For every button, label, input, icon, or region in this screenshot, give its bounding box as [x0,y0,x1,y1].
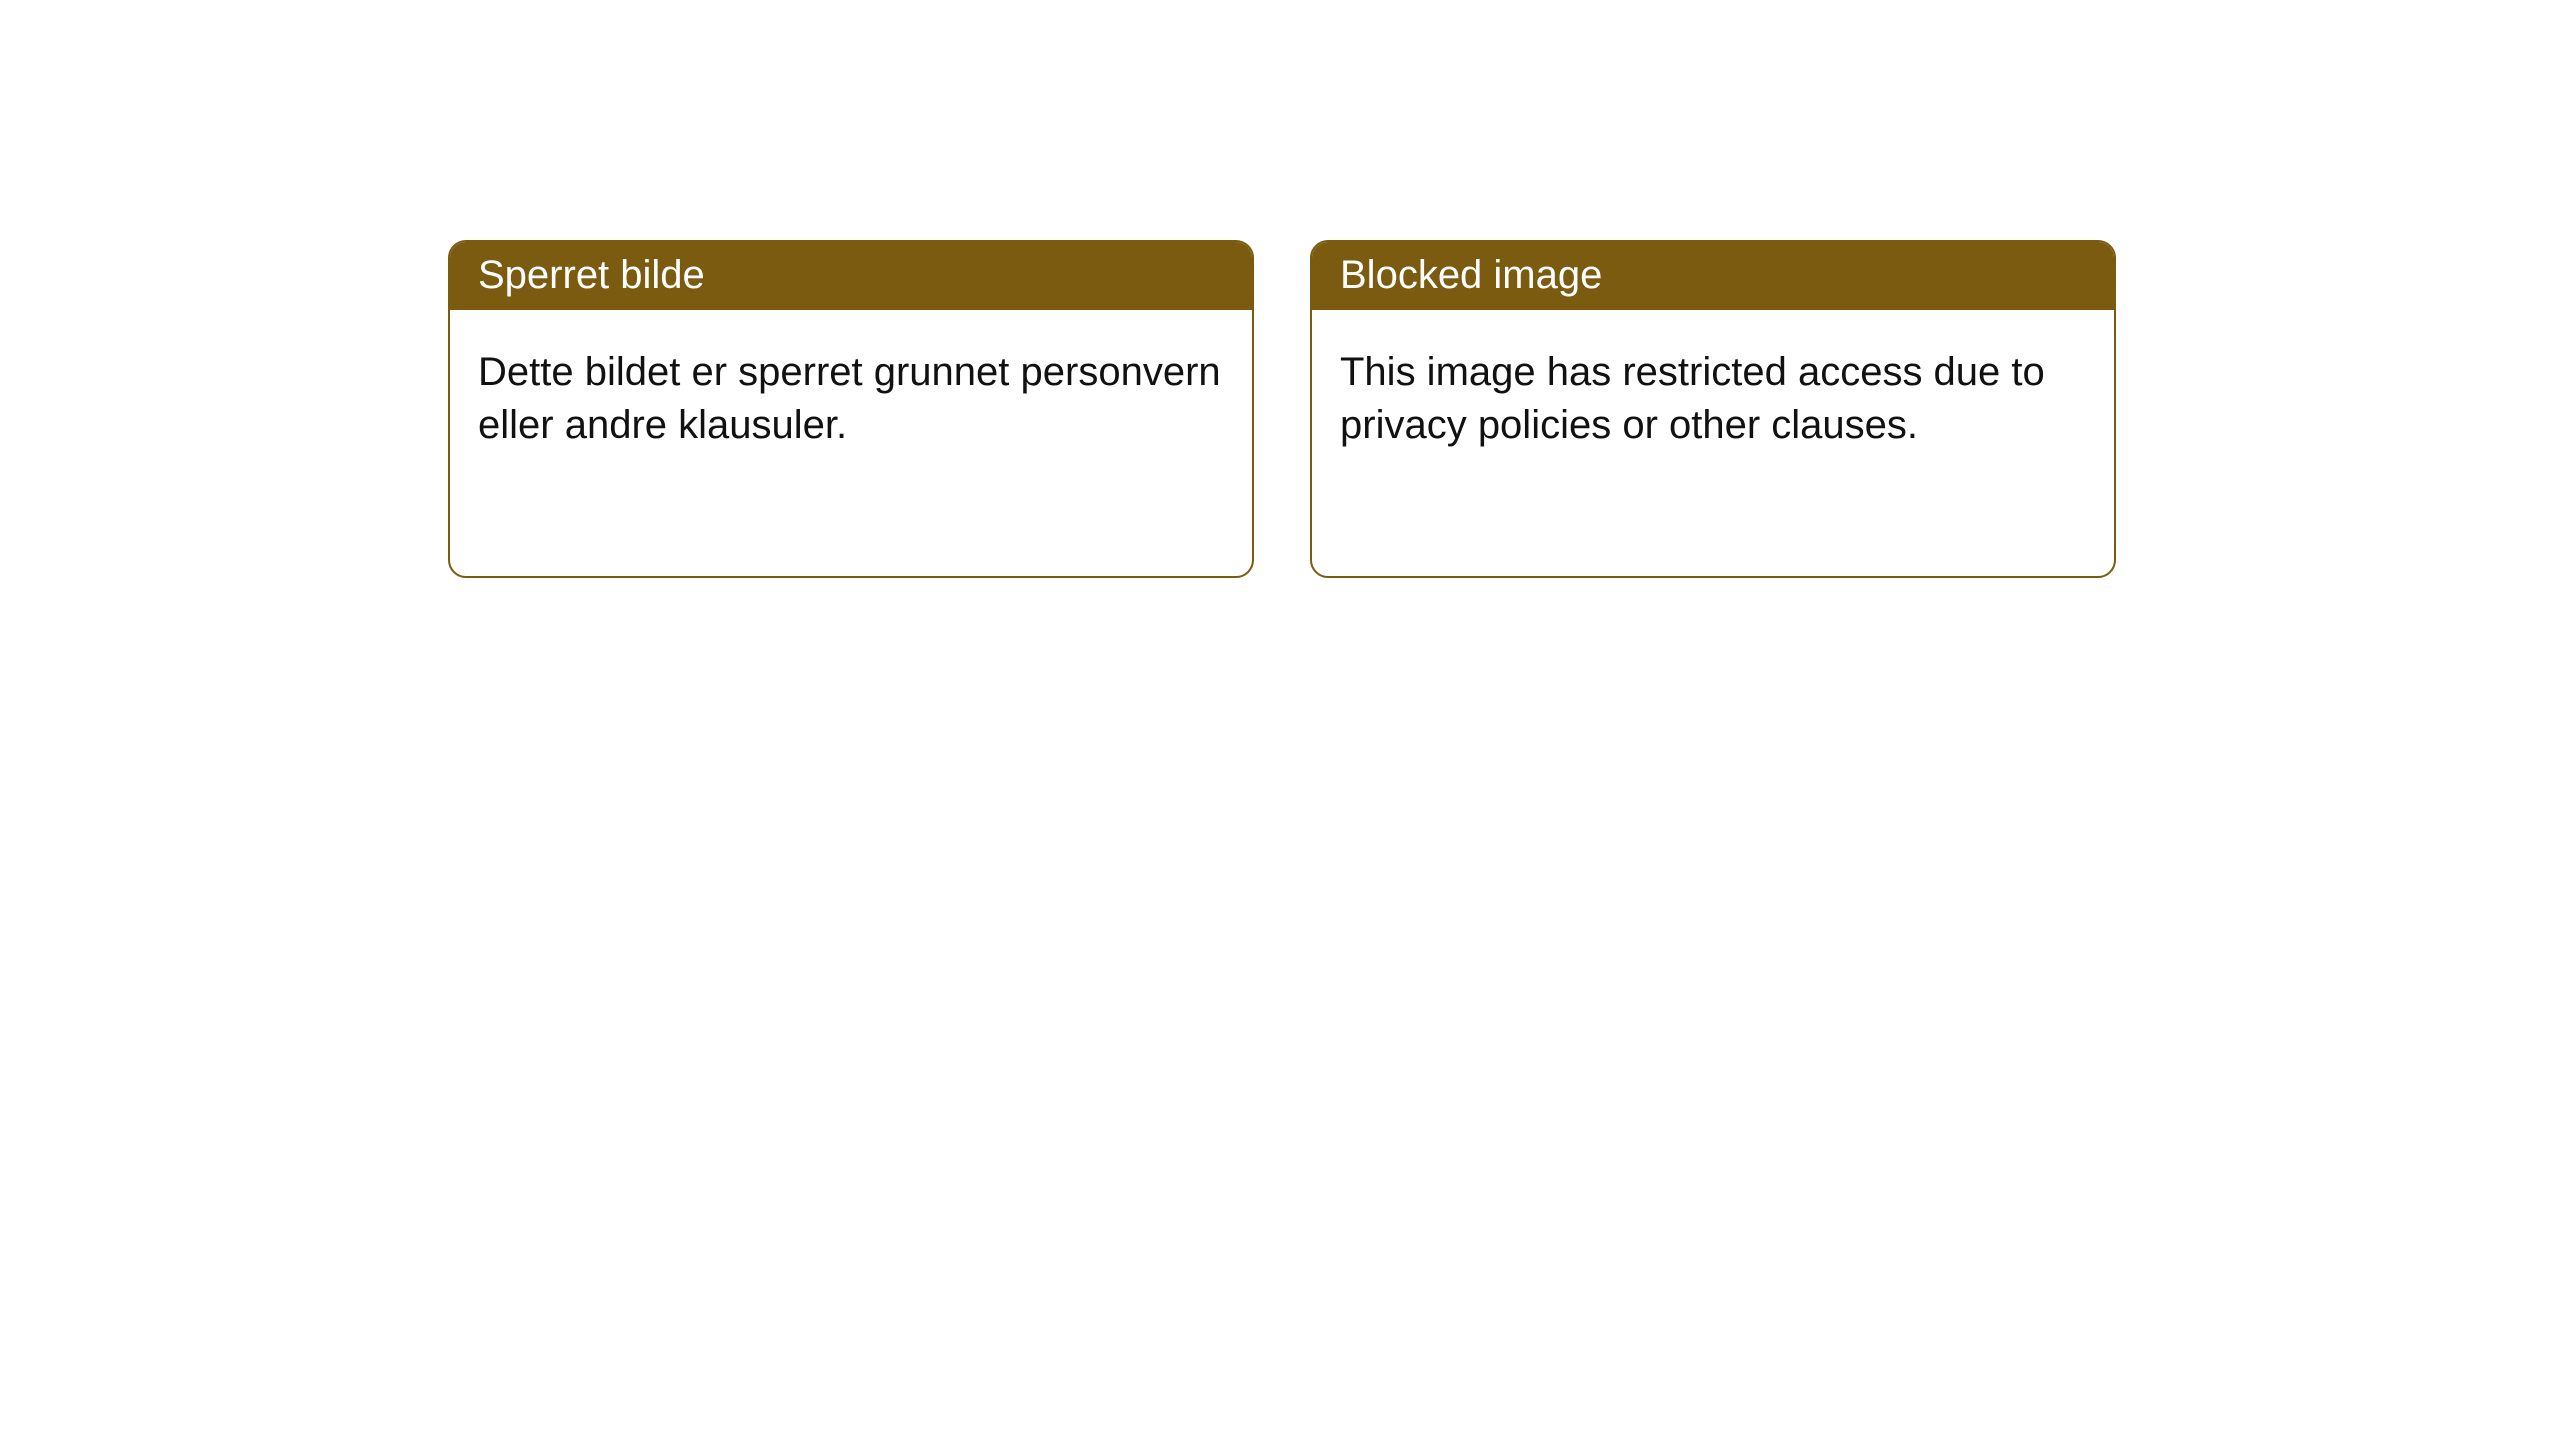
notice-card-body-en: This image has restricted access due to … [1312,310,2114,480]
notice-card-title-en: Blocked image [1312,242,2114,310]
notice-card-no: Sperret bilde Dette bildet er sperret gr… [448,240,1254,578]
notice-card-title-no: Sperret bilde [450,242,1252,310]
notice-card-body-no: Dette bildet er sperret grunnet personve… [450,310,1252,480]
notice-card-row: Sperret bilde Dette bildet er sperret gr… [0,0,2560,578]
notice-card-en: Blocked image This image has restricted … [1310,240,2116,578]
